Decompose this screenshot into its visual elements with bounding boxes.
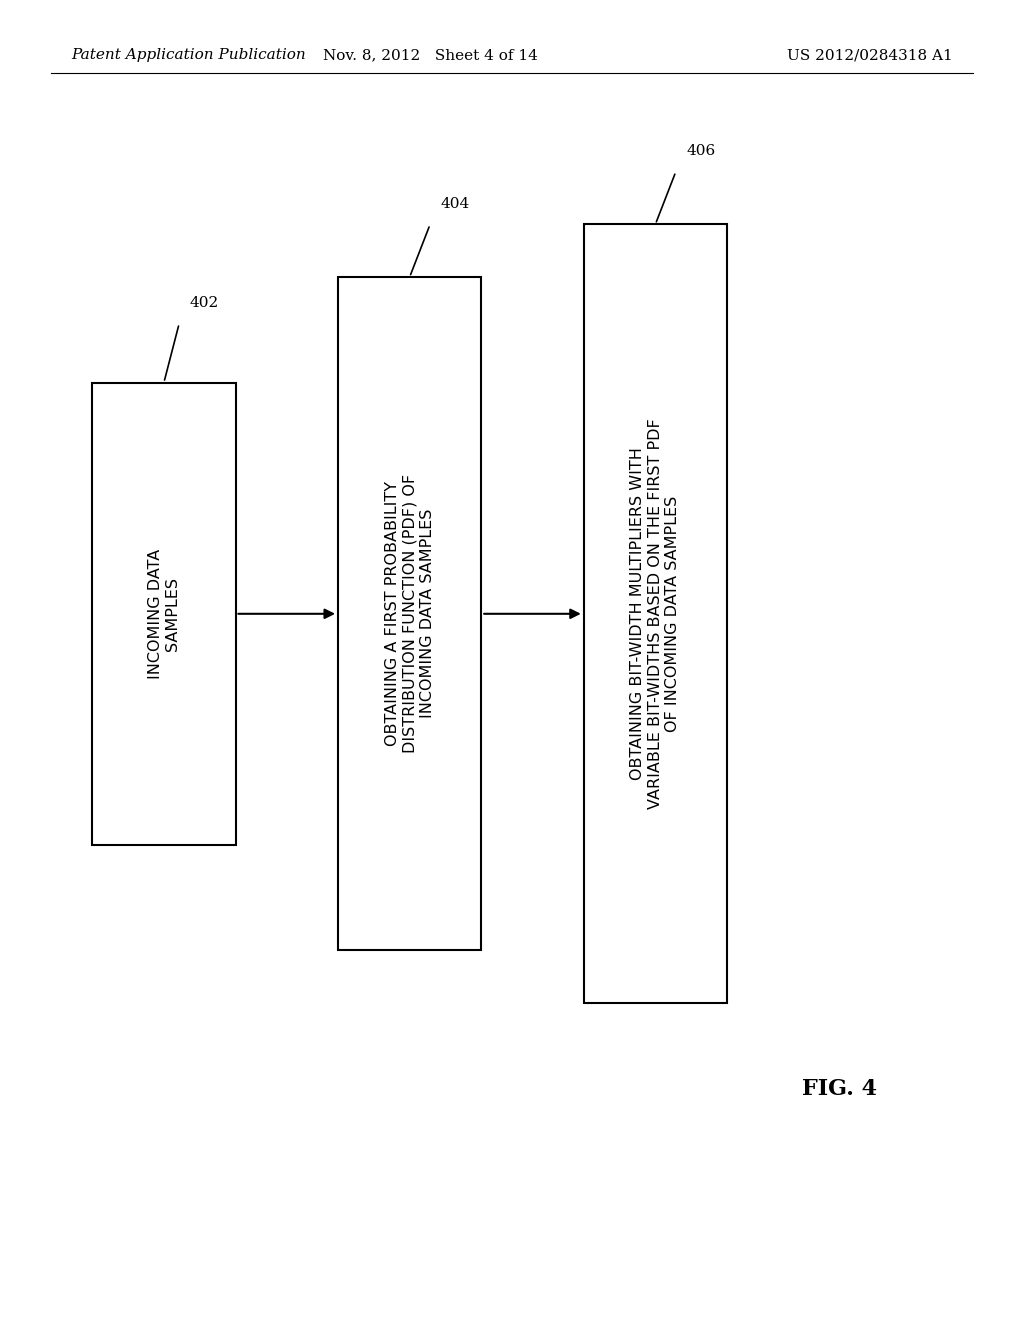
FancyBboxPatch shape	[338, 277, 481, 950]
Text: 406: 406	[686, 144, 716, 158]
Text: 402: 402	[189, 296, 219, 310]
Text: FIG. 4: FIG. 4	[802, 1078, 878, 1100]
FancyBboxPatch shape	[92, 383, 236, 845]
Text: OBTAINING BIT-WIDTH MULTIPLIERS WITH
VARIABLE BIT-WIDTHS BASED ON THE FIRST PDF
: OBTAINING BIT-WIDTH MULTIPLIERS WITH VAR…	[631, 418, 680, 809]
Text: Patent Application Publication: Patent Application Publication	[72, 49, 306, 62]
Text: 404: 404	[440, 197, 470, 211]
Text: OBTAINING A FIRST PROBABILITY
DISTRIBUTION FUNCTION (PDF) OF
INCOMING DATA SAMPL: OBTAINING A FIRST PROBABILITY DISTRIBUTI…	[385, 474, 434, 754]
Text: Nov. 8, 2012   Sheet 4 of 14: Nov. 8, 2012 Sheet 4 of 14	[323, 49, 538, 62]
Text: US 2012/0284318 A1: US 2012/0284318 A1	[786, 49, 952, 62]
FancyBboxPatch shape	[584, 224, 727, 1003]
Text: INCOMING DATA
SAMPLES: INCOMING DATA SAMPLES	[147, 549, 180, 678]
